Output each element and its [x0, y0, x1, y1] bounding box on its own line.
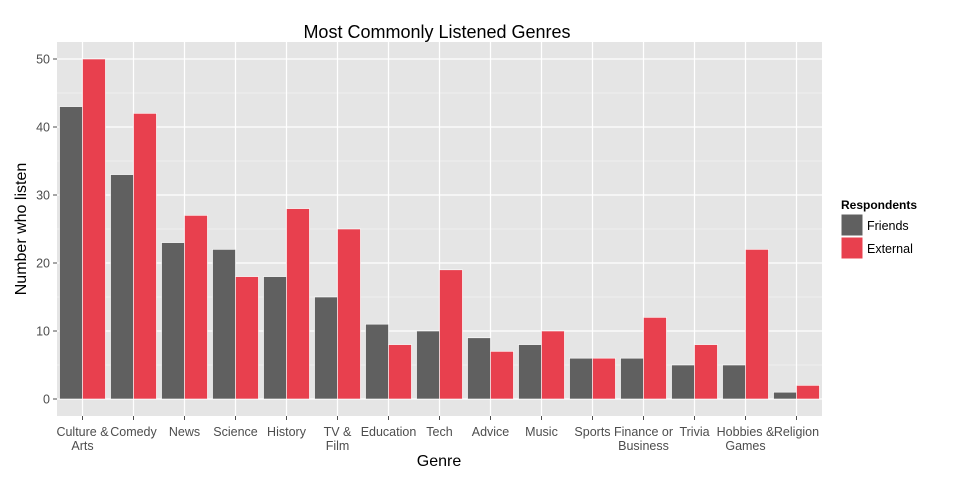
bar-friends-8 [467, 337, 491, 400]
x-tick-label: Science [213, 425, 258, 439]
legend-label-external: External [867, 242, 913, 256]
x-axis-title: Genre [417, 453, 462, 470]
bar-external-4 [286, 208, 310, 400]
bar-external-12 [694, 344, 718, 400]
x-tick-label: Comedy [110, 425, 157, 439]
bar-external-1 [133, 113, 157, 400]
bar-friends-6 [365, 323, 389, 400]
bar-friends-1 [110, 174, 134, 400]
legend-items: Friends External [840, 213, 913, 260]
y-tick-label: 50 [36, 53, 50, 67]
x-tick-label: TV & Film [324, 425, 352, 453]
bar-external-14 [796, 385, 820, 400]
bar-external-7 [439, 269, 463, 400]
bar-friends-10 [569, 357, 593, 400]
bar-friends-9 [518, 344, 542, 400]
bar-external-2 [184, 215, 208, 400]
bar-external-3 [235, 276, 259, 400]
x-tick-label: Hobbies & Games [717, 425, 775, 453]
x-tick-label: Music [525, 425, 558, 439]
x-tick-label: History [267, 425, 307, 439]
bar-external-6 [388, 344, 412, 400]
x-tick-label: Tech [426, 425, 452, 439]
x-tick-label: Sports [574, 425, 610, 439]
x-tick-label: Advice [472, 425, 510, 439]
bar-friends-7 [416, 330, 440, 400]
x-tick-label: Religion [774, 425, 819, 439]
bar-friends-3 [212, 249, 236, 400]
bar-external-0 [82, 58, 106, 400]
y-tick-label: 20 [36, 257, 50, 271]
x-tick-label: News [169, 425, 200, 439]
legend-key-external [840, 236, 864, 260]
chart-title: Most Commonly Listened Genres [303, 22, 570, 42]
y-tick-label: 0 [43, 393, 50, 407]
bar-friends-13 [722, 364, 746, 400]
bar-friends-2 [161, 242, 185, 400]
x-tick-label: Trivia [679, 425, 709, 439]
y-axis-title: Number who listen [13, 163, 30, 296]
y-tick-label: 10 [36, 325, 50, 339]
y-tick-label: 30 [36, 189, 50, 203]
bar-friends-14 [773, 391, 797, 400]
x-tick-label: Culture & Arts [56, 425, 109, 453]
legend-key-friends [840, 213, 864, 237]
x-tick-label: Finance or Business [614, 425, 673, 453]
legend: Respondents Friends External [840, 198, 917, 260]
bar-friends-12 [671, 364, 695, 400]
x-tick-label: Education [361, 425, 417, 439]
bar-friends-5 [314, 296, 338, 400]
bar-external-10 [592, 357, 616, 400]
bar-external-9 [541, 330, 565, 400]
bars [59, 58, 820, 400]
bar-friends-4 [263, 276, 287, 400]
bar-external-8 [490, 351, 514, 400]
y-tick-label: 40 [36, 121, 50, 135]
bar-friends-0 [59, 106, 83, 400]
bar-external-5 [337, 228, 361, 400]
bar-friends-11 [620, 357, 644, 400]
y-axis: 0 10 20 30 40 50 [36, 53, 57, 407]
bar-external-13 [745, 249, 769, 400]
legend-title: Respondents [841, 198, 917, 212]
bar-external-11 [643, 317, 667, 400]
legend-label-friends: Friends [867, 219, 909, 233]
